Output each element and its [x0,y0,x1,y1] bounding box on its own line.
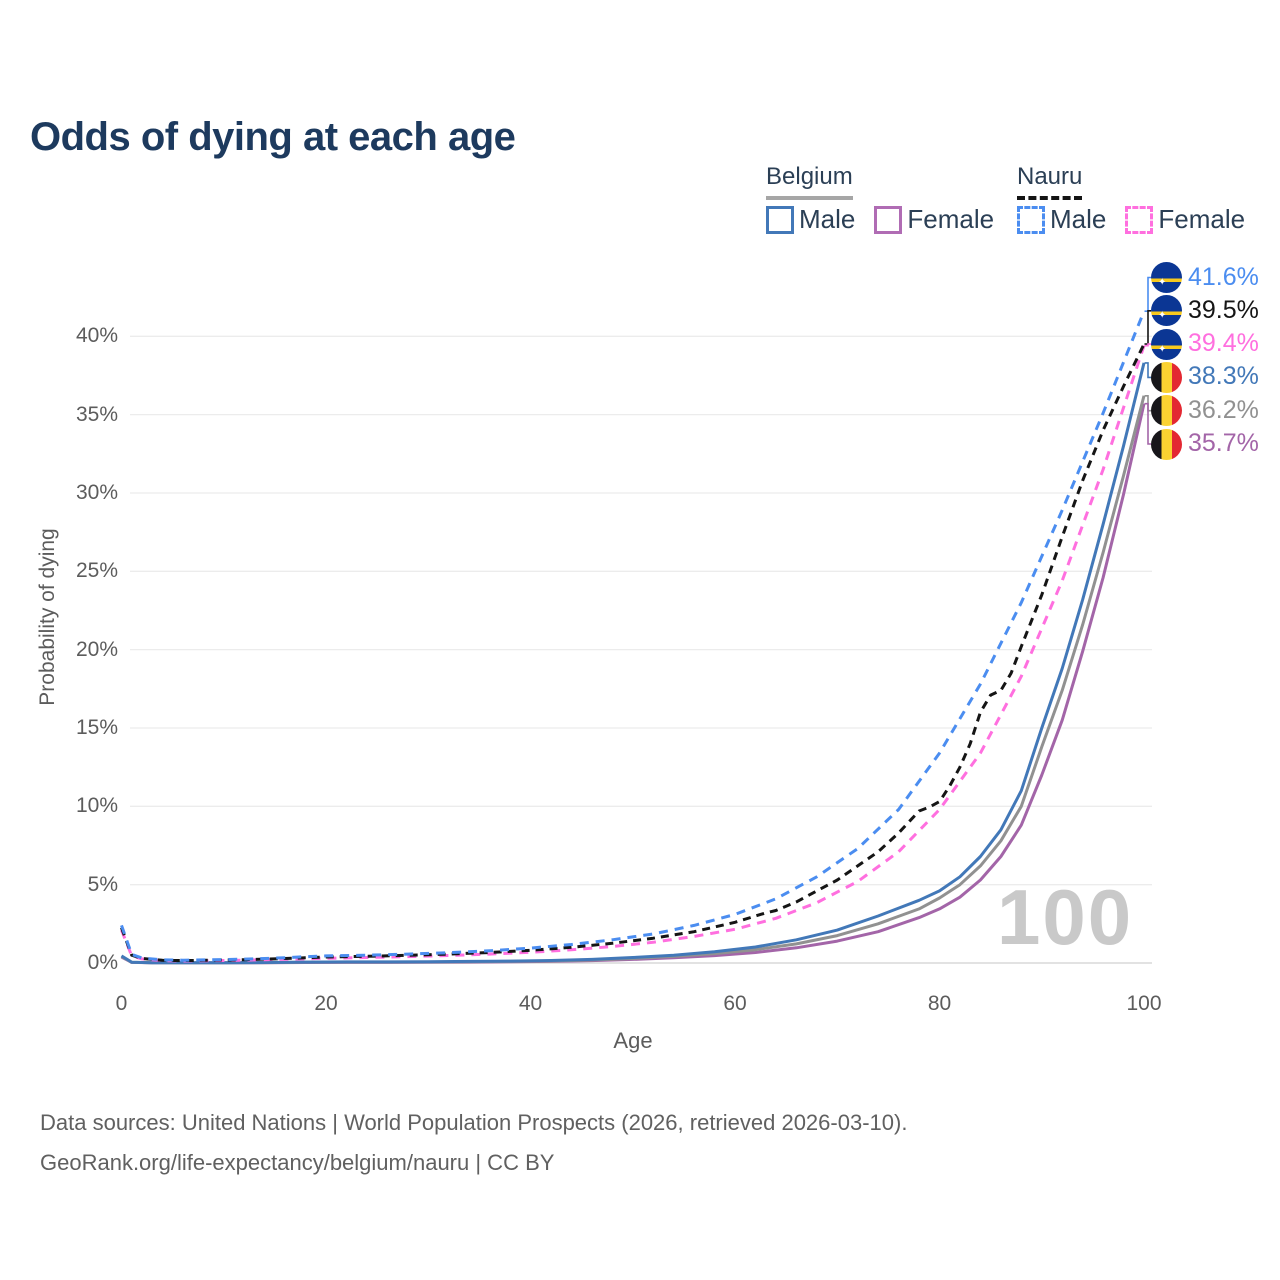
series-line-belgium-female [120,403,1146,965]
end-value-label-belgium-female: 35.7% [1188,429,1259,457]
data-sources-line: Data sources: United Nations | World Pop… [40,1110,908,1135]
belgium-female-swatch-icon [874,205,903,234]
legend-item-nauru-female[interactable]: Female [1125,204,1245,235]
y-tick-label: 0% [87,951,118,974]
label-connector [1144,310,1151,345]
x-axis-title: Age [613,1028,653,1053]
y-tick-label: 40% [75,324,118,348]
belgium-male-swatch-icon [766,205,794,234]
legend-label-belgium-male: Male [799,204,856,234]
legend-label-nauru-female: Female [1158,204,1246,234]
label-connector [1144,343,1151,347]
belgium-flag-icon [1151,428,1182,460]
end-value-label-nauru-both: 39.5% [1188,295,1259,324]
nauru-male-swatch-icon [1017,205,1045,234]
label-connector [1144,402,1151,445]
legend-group-nauru-header[interactable]: Nauru [1017,163,1083,200]
legend-group-belgium-header[interactable]: Belgium [766,163,853,200]
legend-label-belgium-female: Female [907,204,995,234]
legend-item-belgium-male[interactable]: Male [766,204,855,235]
legend-item-nauru-male[interactable]: Male [1017,204,1106,235]
end-value-label-belgium-both: 36.2% [1188,395,1259,424]
x-tick-label: 80 [927,992,952,1015]
y-tick-label: 10% [75,794,118,818]
x-tick-label: 100 [1126,992,1162,1015]
nauru-flag-icon: ✦ [1151,262,1182,293]
y-tick-label: 5% [87,872,118,896]
belgium-flag-icon [1151,395,1182,427]
legend-label-nauru-male: Male [1050,204,1107,234]
y-tick-label: 20% [75,637,118,661]
y-tick-label: 25% [75,559,118,583]
chart-title: Odds of dying at each age [30,114,516,159]
source-url-line: GeoRank.org/life-expectancy/belgium/naur… [40,1150,555,1175]
nauru-star-icon: ✦ [1158,310,1167,322]
legend-row-belgium: Male Female [766,204,994,235]
nauru-female-swatch-icon [1125,205,1154,234]
series-line-belgium-both [120,395,1146,965]
end-value-label-belgium-male: 38.3% [1188,362,1259,391]
y-tick-label: 15% [75,715,118,739]
end-value-label-nauru-male: 41.6% [1188,262,1259,291]
x-tick-label: 0 [115,992,128,1015]
nauru-flag-icon: ✦ [1151,295,1182,327]
nauru-star-icon: ✦ [1158,343,1167,355]
nauru-flag-icon: ✦ [1151,328,1182,360]
y-tick-label: 30% [75,480,118,504]
legend-row-nauru: Male Female [1017,204,1245,235]
x-tick-label: 60 [723,992,747,1015]
end-value-label-nauru-female: 39.4% [1188,329,1259,358]
x-tick-label: 40 [518,992,543,1015]
y-tick-label: 35% [75,402,118,426]
series-line-belgium-male [120,362,1146,965]
age-watermark: 100 [997,873,1134,961]
belgium-flag-icon [1151,361,1182,393]
legend-item-belgium-female[interactable]: Female [874,204,994,235]
x-tick-label: 20 [314,992,338,1015]
nauru-star-icon: ✦ [1158,277,1167,288]
series-line-nauru-male [120,310,1146,962]
label-connector [1144,362,1151,379]
label-connector [1144,276,1151,312]
